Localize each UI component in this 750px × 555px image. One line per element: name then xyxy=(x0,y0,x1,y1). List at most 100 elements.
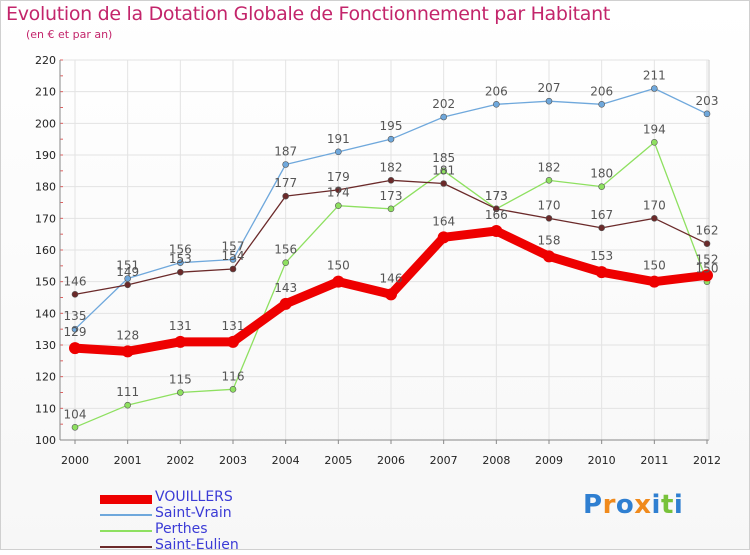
data-label: 173 xyxy=(380,189,403,203)
data-point xyxy=(282,259,289,266)
data-label: 115 xyxy=(169,373,192,387)
chart-subtitle: (en € et par an) xyxy=(26,28,113,41)
data-label: 187 xyxy=(274,145,297,159)
data-point xyxy=(332,275,345,288)
data-point xyxy=(440,180,447,187)
data-label: 191 xyxy=(327,132,350,146)
data-point xyxy=(703,110,711,118)
x-tick-label: 2008 xyxy=(482,454,510,467)
y-tick-label: 180 xyxy=(35,181,56,194)
logo-letter: i xyxy=(673,490,684,520)
data-point xyxy=(282,161,289,168)
legend-swatch-saint-eulien xyxy=(100,546,152,548)
data-label: 167 xyxy=(590,208,613,222)
data-label: 211 xyxy=(643,69,666,83)
data-point xyxy=(651,215,658,222)
data-point xyxy=(69,342,81,355)
data-label: 158 xyxy=(538,233,561,247)
data-label: 173 xyxy=(485,189,508,203)
proxiti-logo[interactable]: Proxiti xyxy=(583,490,683,520)
data-point xyxy=(651,139,658,146)
data-point xyxy=(335,202,342,209)
data-label: 150 xyxy=(643,259,666,273)
y-tick-label: 190 xyxy=(35,149,56,162)
data-label: 180 xyxy=(590,167,613,181)
data-label: 128 xyxy=(116,328,139,342)
data-point xyxy=(279,297,292,310)
data-label: 149 xyxy=(116,265,139,279)
data-point xyxy=(124,275,131,282)
series-saint-vrain xyxy=(71,85,711,333)
x-tick-label: 2000 xyxy=(61,454,89,467)
data-point xyxy=(387,135,395,143)
data-point xyxy=(174,335,187,348)
data-point xyxy=(598,101,605,108)
data-point xyxy=(387,177,395,184)
data-label: 203 xyxy=(696,94,719,108)
series-vouillers xyxy=(69,225,713,358)
y-tick-label: 120 xyxy=(35,371,56,384)
data-label: 177 xyxy=(274,176,297,190)
data-label: 206 xyxy=(590,84,613,98)
y-tick-label: 100 xyxy=(35,434,56,447)
x-tick-label: 2006 xyxy=(377,454,405,467)
x-tick-label: 2004 xyxy=(272,454,300,467)
logo-letter: t xyxy=(660,490,674,520)
data-label: 129 xyxy=(64,325,87,339)
data-point xyxy=(493,205,500,213)
data-label-layer: 135 151 156 157 187 191 195 202 206 207 206 211 203 1… xyxy=(64,69,719,422)
x-tick-label: 2002 xyxy=(166,454,194,467)
logo-letter: r xyxy=(602,490,616,520)
data-point xyxy=(229,256,237,263)
data-label: 154 xyxy=(222,249,245,263)
data-label: 152 xyxy=(696,252,719,266)
data-label: 194 xyxy=(643,122,666,136)
data-label: 153 xyxy=(169,252,192,266)
data-point xyxy=(490,225,503,237)
logo-letter: x xyxy=(634,490,652,520)
logo-letter: i xyxy=(651,490,661,520)
x-tick-label: 2012 xyxy=(693,454,721,467)
data-point xyxy=(71,325,79,333)
logo-letter: o xyxy=(615,490,635,520)
y-tick-label: 110 xyxy=(35,402,56,415)
data-point xyxy=(124,401,131,409)
data-label: 146 xyxy=(380,271,403,285)
data-point xyxy=(71,291,79,298)
data-label: 162 xyxy=(696,224,719,238)
data-label: 146 xyxy=(64,274,87,288)
y-tick-label: 150 xyxy=(35,276,56,289)
data-label: 202 xyxy=(432,97,455,111)
data-point xyxy=(124,281,131,289)
legend-swatch-perthes xyxy=(100,530,152,532)
data-point xyxy=(71,424,79,431)
data-label: 150 xyxy=(327,259,350,273)
x-tick-label: 2010 xyxy=(588,454,616,467)
data-label: 153 xyxy=(590,249,613,263)
data-point xyxy=(701,269,713,282)
data-point xyxy=(229,386,237,393)
series-saint-eulien xyxy=(71,177,711,298)
data-point xyxy=(703,240,711,247)
data-label: 131 xyxy=(169,319,192,333)
data-point xyxy=(437,231,450,244)
data-label: 131 xyxy=(222,319,245,333)
data-point xyxy=(440,113,447,121)
data-point xyxy=(177,389,184,396)
y-tick-label: 170 xyxy=(35,212,56,225)
data-label: 166 xyxy=(485,208,508,222)
data-point xyxy=(227,335,239,348)
data-label: 143 xyxy=(274,281,297,295)
data-point xyxy=(177,268,184,276)
data-point xyxy=(493,101,500,108)
legend-swatch-vouillers xyxy=(100,495,152,504)
data-label: 182 xyxy=(380,160,403,174)
data-label: 181 xyxy=(432,164,455,178)
data-label: 179 xyxy=(327,170,350,184)
y-tick-label: 140 xyxy=(35,307,56,320)
data-point xyxy=(545,215,553,222)
legend-label-saint-vrain: Saint-Vrain xyxy=(155,505,232,521)
data-label: 135 xyxy=(64,309,87,323)
data-point xyxy=(545,177,553,184)
